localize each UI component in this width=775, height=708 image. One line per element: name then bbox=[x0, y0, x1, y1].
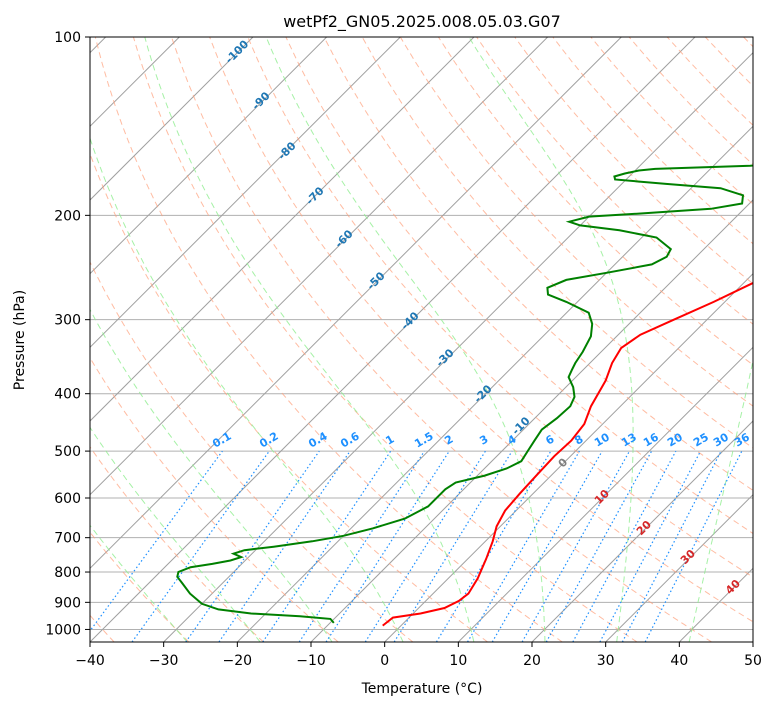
moist-adiabat-line bbox=[144, 37, 475, 642]
isotherm-line bbox=[163, 51, 753, 642]
mixing-ratio-line bbox=[364, 450, 486, 642]
x-tick-label: −30 bbox=[149, 653, 179, 669]
temperature-profile-line bbox=[382, 281, 753, 627]
dry-adiabat-line bbox=[209, 37, 753, 623]
isotherm-line bbox=[90, 37, 696, 642]
dry-adiabat-line bbox=[247, 37, 753, 578]
x-tick-label: 0 bbox=[380, 653, 389, 669]
mixing-ratio-line bbox=[218, 450, 351, 642]
y-tick-label: 400 bbox=[54, 387, 81, 403]
moist-adiabat-line bbox=[90, 308, 333, 642]
isotherm-line bbox=[90, 37, 475, 422]
mixing-ratio-line bbox=[393, 450, 513, 642]
moist-adiabat-line bbox=[688, 358, 753, 642]
y-tick-label: 300 bbox=[54, 313, 81, 329]
x-tick-label: 50 bbox=[744, 653, 762, 669]
isotherm-line bbox=[236, 125, 753, 642]
x-axis-label: Temperature (°C) bbox=[361, 681, 483, 697]
chart-title: wetPf2_GN05.2025.008.05.03.G07 bbox=[283, 12, 561, 32]
dry-adiabat-line bbox=[94, 37, 563, 642]
dewpoint-profile-line bbox=[176, 164, 753, 624]
y-tick-label: 1000 bbox=[45, 622, 81, 638]
isotherm-line bbox=[90, 37, 549, 496]
dry-adiabat-line bbox=[323, 37, 753, 491]
dry-adiabat-line bbox=[476, 37, 753, 325]
moist-adiabat-line bbox=[90, 524, 188, 642]
isotherm-line bbox=[384, 272, 753, 642]
mixing-ratio-line bbox=[572, 450, 677, 642]
dry-adiabat-line bbox=[171, 37, 712, 642]
x-tick-label: 40 bbox=[670, 653, 688, 669]
mixing-ratio-line bbox=[435, 450, 552, 642]
dry-adiabat-line bbox=[90, 260, 414, 642]
isotherm-line bbox=[90, 37, 328, 275]
y-tick-label: 900 bbox=[54, 595, 81, 611]
isotherm-line bbox=[531, 420, 753, 642]
x-tick-label: −10 bbox=[296, 653, 326, 669]
mixing-ratio-line bbox=[521, 450, 631, 642]
dry-adiabat-line bbox=[285, 37, 753, 535]
y-tick-label: 600 bbox=[54, 491, 81, 507]
isotherm-line bbox=[90, 37, 254, 201]
dry-adiabat-line bbox=[90, 446, 264, 642]
mixing-ratio-line bbox=[466, 450, 580, 642]
y-tick-label: 700 bbox=[54, 531, 81, 547]
x-tick-label: −40 bbox=[75, 653, 105, 669]
y-tick-label: 800 bbox=[54, 565, 81, 581]
mixing-ratio-line bbox=[325, 450, 450, 642]
mixing-ratio-line bbox=[185, 450, 320, 642]
dry-adiabat-line bbox=[90, 356, 339, 642]
x-tick-label: 10 bbox=[449, 653, 467, 669]
x-tick-label: −20 bbox=[223, 653, 253, 669]
mixing-ratio-line bbox=[545, 450, 653, 642]
isotherm-line bbox=[90, 37, 622, 570]
isotherm-line bbox=[605, 493, 753, 642]
isotherm-line bbox=[90, 37, 401, 349]
mixing-ratio-line bbox=[491, 450, 603, 642]
y-axis-label: Pressure (hPa) bbox=[12, 290, 28, 390]
moist-adiabat-line bbox=[468, 37, 634, 642]
moist-adiabat-line bbox=[90, 426, 261, 642]
y-tick-label: 100 bbox=[54, 30, 81, 46]
dry-adiabat-line bbox=[132, 37, 638, 642]
y-tick-label: 500 bbox=[54, 444, 81, 460]
moist-adiabat-line bbox=[265, 37, 546, 642]
x-tick-label: 30 bbox=[597, 653, 615, 669]
plot-frame bbox=[89, 36, 754, 643]
y-tick-label: 200 bbox=[54, 208, 81, 224]
x-tick-label: 20 bbox=[523, 653, 541, 669]
dry-adiabat-line bbox=[514, 37, 753, 285]
isotherm-line bbox=[457, 346, 753, 642]
